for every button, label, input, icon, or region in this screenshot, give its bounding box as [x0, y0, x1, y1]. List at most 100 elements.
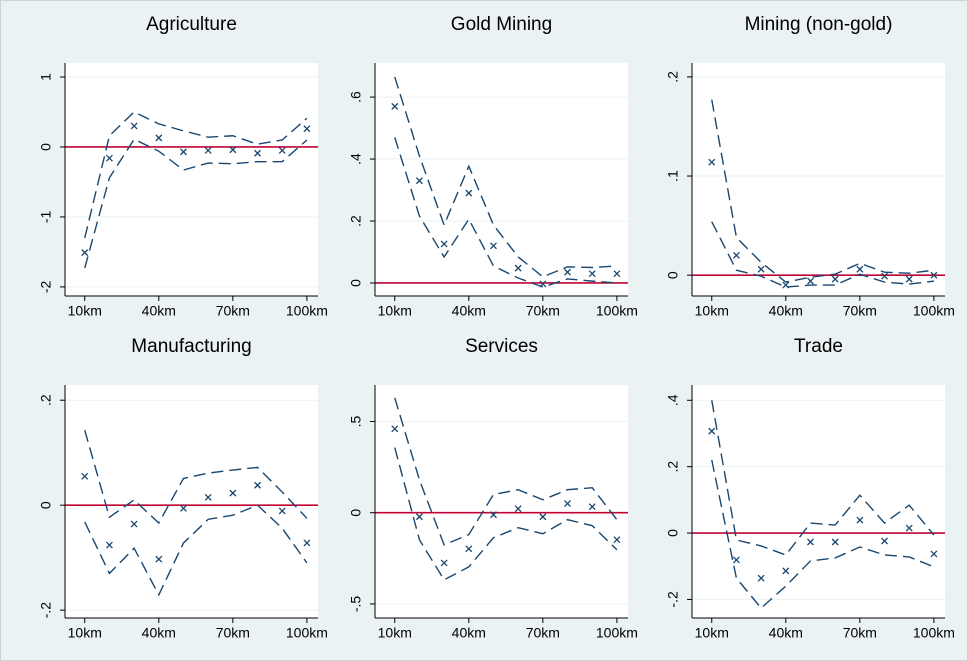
point-marker — [708, 427, 716, 435]
point-marker — [856, 265, 864, 273]
point-marker — [130, 520, 138, 528]
point-marker — [278, 507, 286, 515]
point-marker — [391, 425, 399, 433]
point-marker — [514, 505, 522, 513]
point-marker — [564, 268, 571, 276]
x-tick-label: 10km — [68, 625, 102, 641]
point-marker — [440, 559, 448, 567]
x-tick-label: 40km — [452, 625, 486, 641]
plot-area — [65, 63, 318, 296]
x-tick-label: 70km — [216, 625, 250, 641]
y-tick-label: 1 — [38, 73, 54, 81]
point-marker — [490, 511, 497, 519]
point-marker — [155, 555, 163, 563]
panel: Trade -.2 0 .2 .4 10km 40km 70km 100km — [665, 336, 955, 641]
plot-area — [692, 385, 945, 618]
point-marker — [831, 275, 839, 283]
point-marker — [757, 574, 765, 582]
point-marker — [81, 249, 89, 257]
y-tick-label: .2 — [348, 215, 364, 227]
x-tick-label: 100km — [596, 625, 638, 641]
point-marker — [732, 556, 740, 564]
panel: Gold Mining 0 .2 .4 .6 10km 40km 70km 100km — [348, 14, 638, 319]
ci-line — [711, 400, 935, 556]
point-marker — [905, 524, 913, 532]
x-tick-label: 100km — [913, 625, 955, 641]
point-marker — [391, 102, 399, 110]
y-tick-label: 0 — [38, 143, 54, 151]
point-marker — [415, 177, 423, 185]
point-marker — [807, 277, 814, 285]
x-tick-label: 10km — [695, 303, 729, 319]
point-marker — [303, 539, 311, 547]
x-tick-label: 10km — [378, 303, 412, 319]
x-tick-label: 100km — [913, 303, 955, 319]
y-tick-label: .2 — [665, 461, 681, 473]
ci-line — [394, 447, 618, 581]
x-tick-label: 70km — [526, 303, 560, 319]
point-marker — [514, 264, 522, 272]
x-tick-label: 10km — [695, 625, 729, 641]
point-marker — [708, 158, 716, 166]
x-tick-label: 70km — [843, 303, 877, 319]
point-marker — [856, 516, 864, 524]
point-marker — [204, 493, 212, 501]
point-marker — [303, 125, 311, 133]
y-tick-label: 0 — [348, 509, 364, 517]
x-tick-label: 40km — [452, 303, 486, 319]
x-tick-label: 70km — [526, 625, 560, 641]
y-tick-label: .4 — [665, 394, 681, 406]
point-marker — [465, 545, 473, 553]
point-marker — [564, 500, 571, 508]
point-marker — [440, 240, 448, 248]
point-marker — [831, 538, 839, 546]
ci-line — [711, 459, 935, 610]
point-marker — [588, 503, 596, 511]
point-marker — [155, 134, 163, 142]
x-tick-label: 40km — [142, 625, 176, 641]
x-tick-label: 40km — [769, 303, 803, 319]
y-tick-label: -2 — [38, 280, 54, 293]
x-tick-label: 100km — [286, 303, 328, 319]
panel-title: Manufacturing — [131, 336, 251, 357]
x-tick-label: 100km — [286, 625, 328, 641]
point-marker — [881, 272, 888, 280]
x-tick-label: 10km — [378, 625, 412, 641]
point-marker — [254, 481, 261, 489]
point-marker — [539, 513, 547, 521]
y-tick-label: 0 — [665, 271, 681, 279]
plot-area — [375, 385, 628, 618]
ci-line — [84, 138, 308, 269]
ci-line — [711, 221, 934, 288]
ci-line — [84, 111, 308, 239]
point-marker — [588, 270, 596, 278]
point-marker — [278, 147, 286, 154]
point-marker — [490, 242, 497, 250]
y-tick-label: .1 — [665, 170, 681, 182]
panel-title: Mining (non-gold) — [745, 14, 893, 35]
panel: Manufacturing -.2 0 .2 10km 40km 70km 100km — [38, 336, 328, 641]
point-marker — [180, 148, 187, 156]
plot-area — [65, 385, 318, 618]
ci-line — [711, 99, 934, 283]
y-tick-label: .2 — [38, 394, 54, 406]
y-tick-label: -.5 — [348, 596, 364, 613]
y-tick-label: .4 — [348, 153, 364, 165]
x-tick-label: 70km — [843, 625, 877, 641]
point-marker — [881, 537, 888, 545]
x-tick-label: 10km — [68, 303, 102, 319]
point-marker — [732, 251, 740, 259]
ci-line — [394, 76, 617, 278]
point-marker — [130, 122, 138, 130]
x-tick-label: 70km — [216, 303, 250, 319]
y-tick-label: 0 — [665, 529, 681, 537]
panel-title: Trade — [794, 336, 843, 357]
panel: Services -.5 0 .5 10km 40km 70km 100km — [348, 336, 638, 641]
y-tick-label: .6 — [348, 91, 364, 103]
y-tick-label: -1 — [38, 210, 54, 223]
point-marker — [81, 472, 89, 480]
panel-title: Agriculture — [146, 14, 237, 35]
point-marker — [105, 541, 113, 549]
point-marker — [905, 275, 913, 283]
